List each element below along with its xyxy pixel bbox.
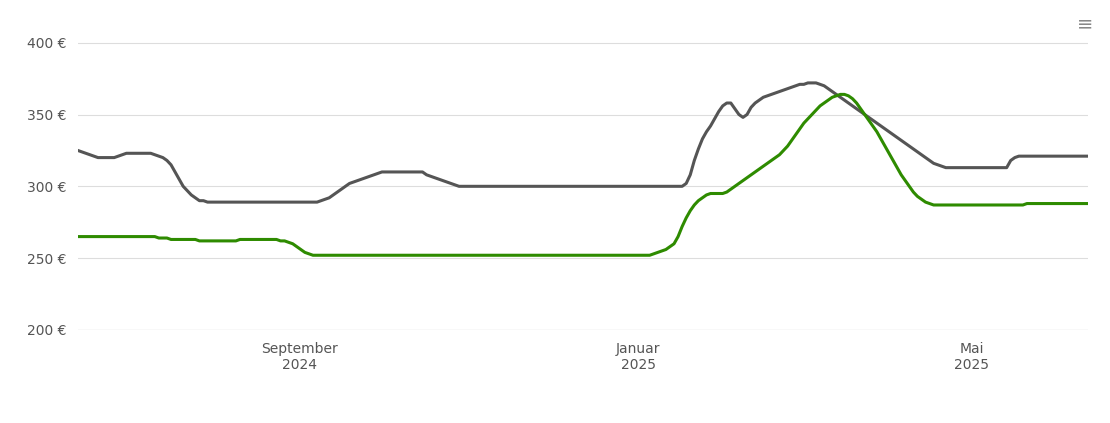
Text: ≡: ≡	[1077, 15, 1093, 34]
Legend: lose Ware, Sackware: lose Ware, Sackware	[457, 421, 708, 423]
